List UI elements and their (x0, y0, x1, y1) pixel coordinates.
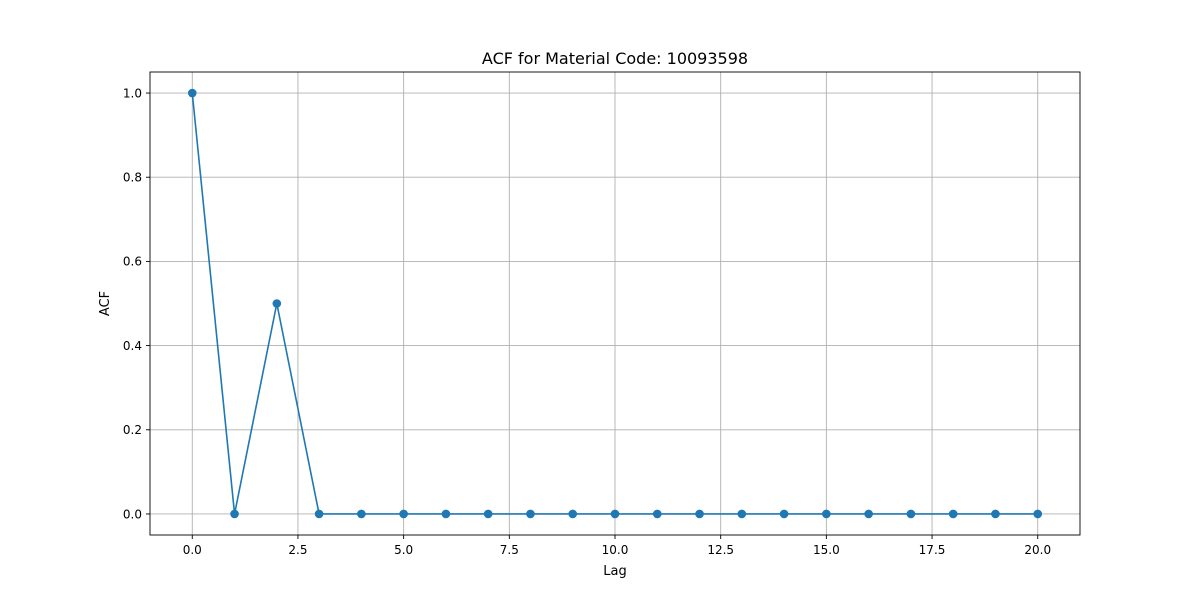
acf-point (779, 509, 789, 519)
y-tick-label: 0.6 (123, 255, 142, 269)
chart-title: ACF for Material Code: 10093598 (482, 49, 748, 68)
x-axis-ticks: 0.0 2.5 5.0 7.5 10.0 12.5 15.0 17.5 20.0 (183, 535, 1051, 557)
acf-point (357, 509, 366, 519)
acf-point (906, 509, 916, 519)
acf-point (610, 509, 620, 519)
x-tick-label: 12.5 (707, 543, 734, 557)
acf-point (399, 509, 408, 519)
acf-point (652, 509, 662, 519)
acf-point (272, 299, 282, 308)
x-tick-label: 15.0 (813, 543, 840, 557)
acf-series (187, 88, 1043, 519)
acf-point (441, 509, 451, 519)
x-tick-label: 10.0 (602, 543, 629, 557)
acf-point (737, 509, 747, 519)
acf-point (483, 509, 493, 519)
y-tick-label: 1.0 (123, 86, 142, 100)
y-tick-label: 0.8 (123, 171, 142, 185)
x-tick-label: 17.5 (919, 543, 946, 557)
x-tick-label: 7.5 (500, 543, 519, 557)
acf-point (187, 88, 197, 98)
x-tick-label: 20.0 (1024, 543, 1051, 557)
y-tick-label: 0.0 (123, 507, 142, 521)
plot-frame (149, 71, 1081, 536)
x-tick-label: 2.5 (288, 543, 307, 557)
y-tick-label: 0.4 (123, 339, 142, 353)
x-tick-label: 0.0 (183, 543, 202, 557)
acf-point (1033, 509, 1043, 519)
acf-point (822, 509, 831, 519)
acf-point (864, 509, 873, 519)
y-axis-ticks: 0.0 0.2 0.4 0.6 0.8 1.0 (123, 86, 150, 521)
acf-point (991, 509, 1000, 519)
acf-point (695, 509, 704, 519)
acf-point (948, 509, 958, 519)
acf-point (230, 509, 239, 519)
acf-point (568, 509, 578, 519)
grid (150, 72, 1080, 535)
y-tick-label: 0.2 (123, 423, 142, 437)
acf-point (314, 509, 324, 519)
x-tick-label: 5.0 (394, 543, 413, 557)
y-axis-label: ACF (98, 291, 113, 316)
x-axis-label: Lag (603, 564, 626, 579)
acf-point (526, 509, 535, 519)
